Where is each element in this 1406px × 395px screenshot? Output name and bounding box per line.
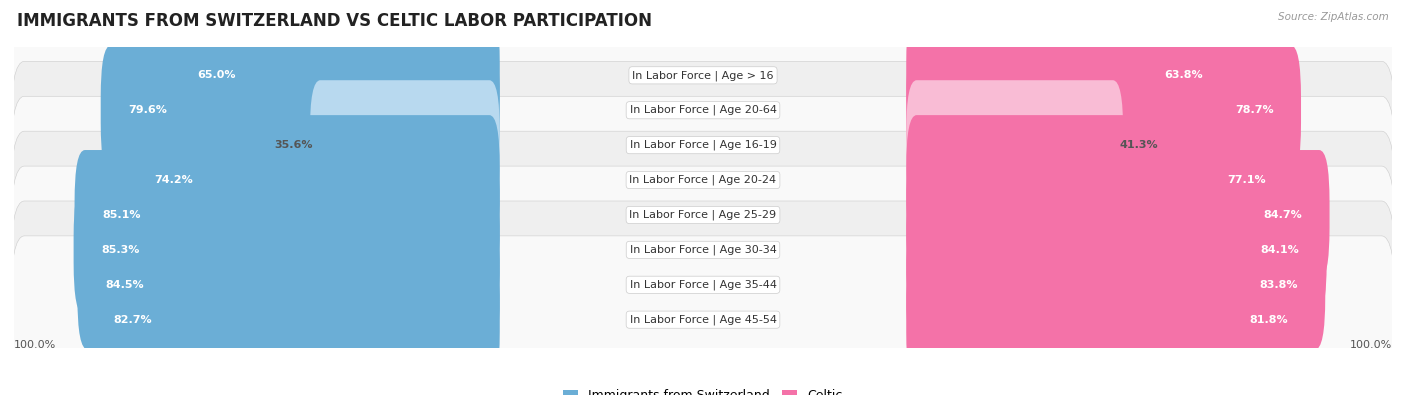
Text: In Labor Force | Age 20-24: In Labor Force | Age 20-24 [630, 175, 776, 185]
FancyBboxPatch shape [101, 45, 499, 175]
Text: 65.0%: 65.0% [198, 70, 236, 80]
Text: 63.8%: 63.8% [1164, 70, 1202, 80]
Text: 77.1%: 77.1% [1227, 175, 1265, 185]
Text: In Labor Force | Age 35-44: In Labor Force | Age 35-44 [630, 280, 776, 290]
Text: 100.0%: 100.0% [14, 340, 56, 350]
FancyBboxPatch shape [11, 61, 1395, 229]
Text: In Labor Force | Age 30-34: In Labor Force | Age 30-34 [630, 245, 776, 255]
FancyBboxPatch shape [907, 115, 1294, 245]
Text: 84.1%: 84.1% [1260, 245, 1299, 255]
FancyBboxPatch shape [11, 131, 1395, 299]
Text: 74.2%: 74.2% [153, 175, 193, 185]
FancyBboxPatch shape [73, 185, 499, 315]
FancyBboxPatch shape [11, 26, 1395, 194]
FancyBboxPatch shape [907, 150, 1330, 280]
Text: In Labor Force | Age 45-54: In Labor Force | Age 45-54 [630, 314, 776, 325]
FancyBboxPatch shape [11, 236, 1395, 395]
Text: 84.5%: 84.5% [105, 280, 143, 290]
FancyBboxPatch shape [11, 201, 1395, 369]
Text: In Labor Force | Age 16-19: In Labor Force | Age 16-19 [630, 140, 776, 150]
FancyBboxPatch shape [86, 255, 499, 385]
Text: 84.7%: 84.7% [1263, 210, 1302, 220]
FancyBboxPatch shape [907, 185, 1327, 315]
FancyBboxPatch shape [11, 166, 1395, 334]
Text: IMMIGRANTS FROM SWITZERLAND VS CELTIC LABOR PARTICIPATION: IMMIGRANTS FROM SWITZERLAND VS CELTIC LA… [17, 12, 652, 30]
Text: 35.6%: 35.6% [274, 140, 314, 150]
Text: 85.1%: 85.1% [103, 210, 141, 220]
Text: 85.3%: 85.3% [101, 245, 139, 255]
FancyBboxPatch shape [77, 220, 499, 350]
Text: 78.7%: 78.7% [1234, 105, 1274, 115]
Text: 82.7%: 82.7% [114, 315, 152, 325]
Text: 83.8%: 83.8% [1260, 280, 1298, 290]
Text: 79.6%: 79.6% [128, 105, 167, 115]
Text: 41.3%: 41.3% [1119, 140, 1159, 150]
FancyBboxPatch shape [11, 96, 1395, 264]
Text: In Labor Force | Age > 16: In Labor Force | Age > 16 [633, 70, 773, 81]
FancyBboxPatch shape [907, 10, 1230, 140]
Text: In Labor Force | Age 20-64: In Labor Force | Age 20-64 [630, 105, 776, 115]
FancyBboxPatch shape [11, 0, 1395, 159]
Text: In Labor Force | Age 25-29: In Labor Force | Age 25-29 [630, 210, 776, 220]
FancyBboxPatch shape [170, 10, 499, 140]
FancyBboxPatch shape [75, 150, 499, 280]
Text: 81.8%: 81.8% [1250, 315, 1288, 325]
FancyBboxPatch shape [309, 80, 499, 210]
FancyBboxPatch shape [907, 80, 1123, 210]
Text: Source: ZipAtlas.com: Source: ZipAtlas.com [1278, 12, 1389, 22]
Legend: Immigrants from Switzerland, Celtic: Immigrants from Switzerland, Celtic [558, 384, 848, 395]
Text: 100.0%: 100.0% [1350, 340, 1392, 350]
FancyBboxPatch shape [907, 255, 1316, 385]
FancyBboxPatch shape [907, 45, 1301, 175]
FancyBboxPatch shape [907, 220, 1326, 350]
FancyBboxPatch shape [127, 115, 499, 245]
